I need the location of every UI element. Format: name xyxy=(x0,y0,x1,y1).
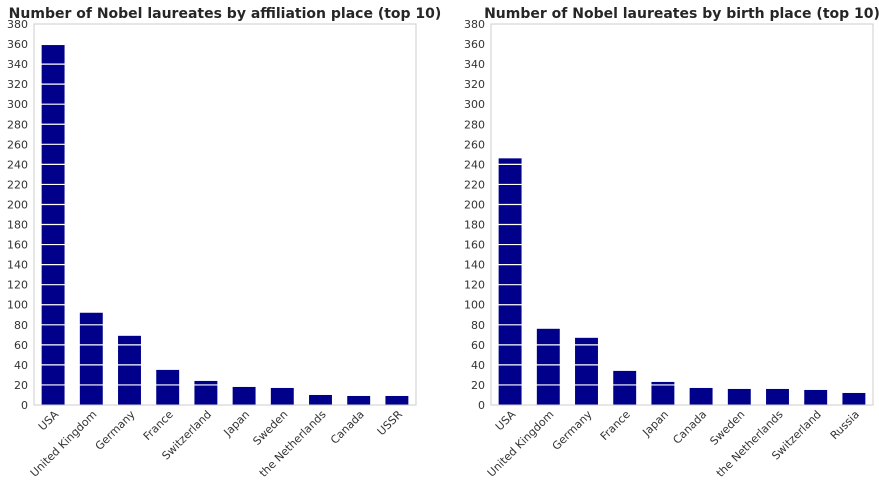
chart-title: Number of Nobel laureates by birth place… xyxy=(484,6,879,22)
y-tick-label: 380 xyxy=(464,18,485,31)
y-tick-label: 20 xyxy=(471,379,485,392)
x-tick-label: Germany xyxy=(93,408,138,453)
y-axis: 0 20 40 60 80 100 120 140 160 180 200 220 240 260 280 3… xyxy=(7,18,28,412)
bar xyxy=(309,394,332,405)
y-tick-label: 80 xyxy=(471,319,485,332)
x-tick-label: Japan xyxy=(221,408,253,440)
y-tick-label: 240 xyxy=(7,158,28,171)
bar xyxy=(79,312,103,405)
x-tick-label: the Netherlands xyxy=(257,408,329,480)
x-tick-label: Japan xyxy=(639,408,671,440)
y-tick-label: 20 xyxy=(14,379,28,392)
bar xyxy=(536,328,560,405)
bar xyxy=(232,386,256,405)
bar xyxy=(613,370,637,405)
plot-frame xyxy=(33,23,417,406)
bar xyxy=(156,369,180,405)
y-tick-label: 200 xyxy=(7,198,28,211)
y-tick-label: 280 xyxy=(464,118,485,131)
bar xyxy=(766,388,789,405)
y-tick-label: 220 xyxy=(464,178,485,191)
y-tick-label: 380 xyxy=(7,18,28,31)
y-tick-label: 180 xyxy=(464,219,485,232)
y-tick-label: 240 xyxy=(464,158,485,171)
y-tick-label: 0 xyxy=(21,399,28,412)
bar xyxy=(727,388,751,405)
gridlines xyxy=(34,43,416,386)
bar xyxy=(804,389,828,405)
x-tick-label: USSR xyxy=(375,408,405,438)
x-tick-label: USA xyxy=(36,408,62,434)
x-tick-label: the Netherlands xyxy=(714,408,786,480)
y-tick-label: 0 xyxy=(478,399,485,412)
y-tick-label: 120 xyxy=(464,279,485,292)
bar xyxy=(270,387,294,405)
x-tick-label: USA xyxy=(493,408,519,434)
gridlines xyxy=(491,43,873,386)
y-tick-label: 40 xyxy=(471,359,485,372)
bar xyxy=(689,387,713,405)
bar xyxy=(498,158,522,405)
y-tick-label: 40 xyxy=(14,359,28,372)
plot-frame xyxy=(490,23,874,406)
bars xyxy=(498,158,866,405)
x-tick-label: United Kingdom xyxy=(28,408,100,480)
y-tick-label: 340 xyxy=(7,58,28,71)
affiliation-chart: Number of Nobel laureates by affiliation… xyxy=(7,6,441,480)
bar xyxy=(842,392,866,405)
y-tick-label: 320 xyxy=(7,78,28,91)
y-axis: 0 20 40 60 80 100 120 140 160 180 200 220 240 260 280 3… xyxy=(464,18,485,412)
x-tick-label: France xyxy=(598,408,633,443)
chart-title: Number of Nobel laureates by affiliation… xyxy=(9,6,442,22)
y-tick-label: 260 xyxy=(464,138,485,151)
x-tick-label: Canada xyxy=(328,408,367,447)
y-tick-label: 200 xyxy=(464,198,485,211)
bar xyxy=(575,337,598,405)
birth-place-chart: Number of Nobel laureates by birth place… xyxy=(464,6,879,480)
x-tick-label: United Kingdom xyxy=(485,408,557,480)
y-tick-label: 160 xyxy=(464,239,485,252)
x-tick-label: Canada xyxy=(670,408,709,447)
y-tick-label: 280 xyxy=(7,118,28,131)
y-tick-label: 180 xyxy=(7,219,28,232)
y-tick-label: 60 xyxy=(14,339,28,352)
y-tick-label: 360 xyxy=(7,38,28,51)
bar xyxy=(118,335,141,405)
y-tick-label: 300 xyxy=(7,98,28,111)
x-tick-label: Russia xyxy=(828,408,862,442)
y-tick-label: 300 xyxy=(464,98,485,111)
bar xyxy=(347,395,371,405)
y-tick-label: 100 xyxy=(464,299,485,312)
y-tick-label: 320 xyxy=(464,78,485,91)
y-tick-label: 340 xyxy=(464,58,485,71)
y-tick-label: 260 xyxy=(7,138,28,151)
bar xyxy=(194,380,218,405)
y-tick-label: 100 xyxy=(7,299,28,312)
y-tick-label: 220 xyxy=(7,178,28,191)
y-tick-label: 140 xyxy=(464,259,485,272)
y-tick-label: 360 xyxy=(464,38,485,51)
x-tick-label: Germany xyxy=(550,408,595,453)
y-tick-label: 60 xyxy=(471,339,485,352)
bar xyxy=(651,381,675,405)
bar xyxy=(385,395,409,405)
y-tick-label: 160 xyxy=(7,239,28,252)
y-tick-label: 120 xyxy=(7,279,28,292)
y-tick-label: 140 xyxy=(7,259,28,272)
x-tick-label: France xyxy=(141,408,176,443)
y-tick-label: 80 xyxy=(14,319,28,332)
